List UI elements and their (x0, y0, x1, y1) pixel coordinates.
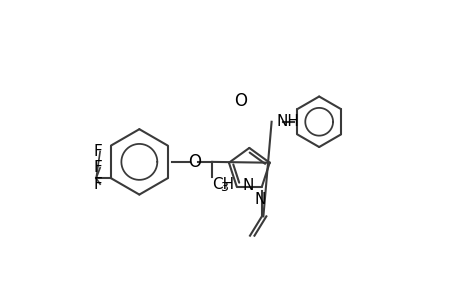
Text: O: O (187, 153, 201, 171)
Text: CH: CH (212, 177, 234, 192)
Text: F: F (93, 144, 102, 159)
Text: F: F (93, 177, 102, 192)
Text: F: F (93, 160, 102, 175)
Text: O: O (233, 92, 246, 110)
Text: NH: NH (275, 114, 298, 129)
Text: N: N (241, 178, 253, 193)
Text: N: N (254, 192, 265, 207)
Text: 3: 3 (220, 181, 228, 194)
